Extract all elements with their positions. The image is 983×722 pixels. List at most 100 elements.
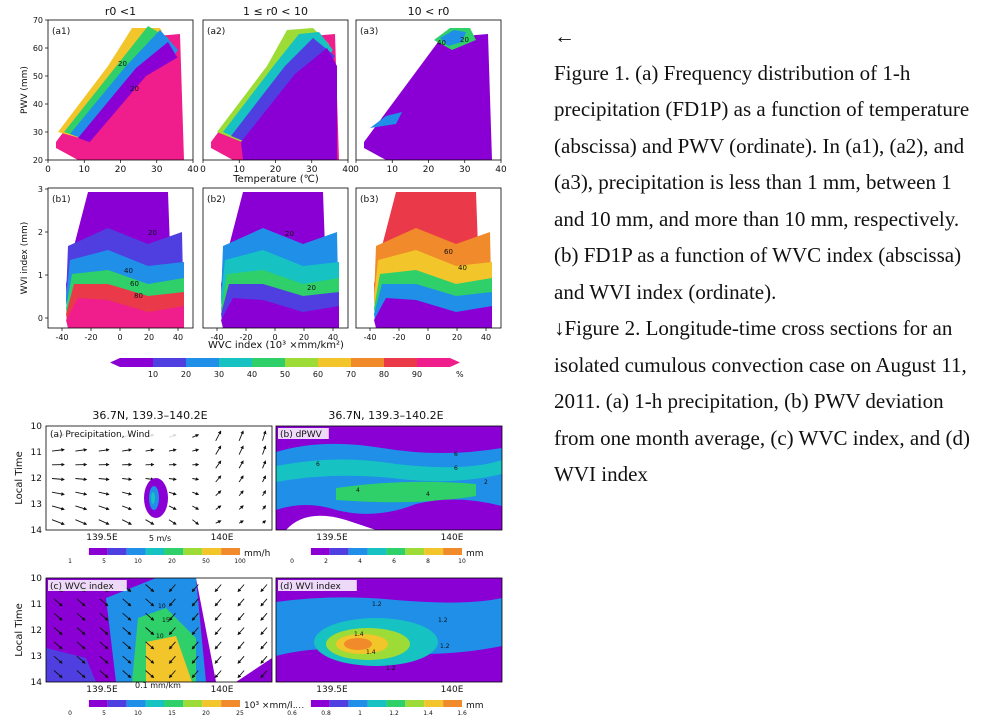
wind-vector: [122, 598, 132, 607]
wind-vector: [191, 655, 199, 664]
wind-vector: [99, 612, 109, 621]
wind-vector: [75, 505, 88, 511]
colorbar-cell: [292, 548, 311, 555]
colorbar-tick-label: 0: [68, 710, 72, 717]
colorbar-cell: [70, 700, 89, 707]
x-tick-label: 0: [353, 165, 359, 175]
colorbar-cell: [310, 548, 330, 555]
column-title: r0 <1: [105, 5, 136, 18]
panel-label: (a1): [52, 27, 70, 37]
panel-frame: [275, 577, 503, 683]
panel-precip-wind: (a) Precipitation, Wind 10 11 12 13 14 139.5E 1…: [31, 422, 273, 543]
panel-a3: (a3) 0 10 20 30 40: [353, 19, 507, 175]
contour-band: [88, 56, 182, 160]
wind-vector: [53, 641, 63, 650]
contour-band: [336, 481, 476, 503]
wind-vector: [76, 641, 86, 650]
wind-vector: [76, 612, 86, 621]
wind-vector: [260, 598, 268, 607]
y-tick-label: 11: [31, 600, 42, 610]
y-tick-label: 3: [38, 185, 43, 194]
wind-vector: [192, 448, 200, 452]
wind-vector: [51, 448, 65, 452]
wind-vector: [98, 505, 110, 511]
contour-label: 60: [444, 248, 453, 256]
colorbar-tick-label: 30: [214, 370, 224, 379]
wind-vector: [168, 612, 176, 621]
panel-frame: [275, 425, 503, 531]
contour-label: 20: [285, 230, 294, 238]
figure-1: r0 <1 1 ≤ r0 < 10 10 < r0(a1)0 10 20 30 402030…: [20, 5, 507, 379]
wind-vector: [238, 445, 244, 455]
panel-label: (c) WVC index: [50, 582, 114, 592]
colorbar-unit: %: [456, 370, 464, 379]
y-tick-label: 60: [33, 44, 43, 53]
colorbar-tick-label: 1: [68, 558, 72, 565]
contour-label: 2: [484, 479, 488, 486]
wind-vector: [192, 519, 200, 525]
contour-label: 4: [426, 491, 430, 498]
figure-2: 36.7N, 139.3–140.2E 36.7N, 139.3–140.2E(a…: [14, 409, 503, 717]
contour-band: [370, 112, 402, 128]
wind-vector: [191, 627, 199, 636]
x-axis-label: Temperature (℃): [232, 174, 319, 185]
wind-vector: [215, 430, 222, 442]
colorbar-cell: [318, 358, 351, 367]
label-bg: [48, 428, 183, 439]
panel-dpwv: 6 6 6 4 4 2 (b) dPWV 139.5E 140E: [275, 425, 503, 543]
panel-a1: (a1) 0 10 20 30 40 20 30 40 50 60 70: [33, 16, 199, 175]
wind-vector: [262, 460, 267, 469]
wind-vector: [145, 519, 155, 525]
contour-band: [46, 648, 96, 682]
x-tick-label: 139.5E: [316, 685, 348, 695]
contour-label: 6: [454, 451, 458, 458]
wind-vector: [76, 670, 86, 679]
colorbar-tick-label: 10: [148, 370, 158, 379]
contour-label: 1.2: [386, 665, 396, 672]
wind-vector: [53, 670, 63, 679]
x-tick-label: 20: [270, 165, 282, 175]
contour-label: 10: [158, 603, 166, 610]
y-axis-label: Local Time: [14, 451, 25, 505]
contour-band: [276, 459, 502, 482]
y-tick-label: 2: [38, 228, 43, 237]
wind-vector: [98, 448, 110, 452]
figure-area: r0 <1 1 ≤ r0 < 10 10 < r0(a1)0 10 20 30 402030…: [14, 5, 507, 717]
colorbar-tick-label: 1.2: [389, 710, 399, 717]
colorbar-tick-label: 25: [236, 710, 244, 717]
wind-vector: [122, 505, 133, 511]
x-tick-label: 10: [234, 165, 246, 175]
wind-vector: [145, 655, 155, 664]
colorbar-cell: [183, 700, 203, 707]
x-tick-label: 0: [272, 333, 277, 342]
colorbar-cell: [443, 548, 462, 555]
colorbar-cell: [405, 548, 425, 555]
wind-vector: [192, 505, 200, 510]
colorbar-tick-label: 0: [290, 558, 294, 565]
column-title: 10 < r0: [408, 5, 450, 18]
colorbar-cell: [386, 700, 406, 707]
wind-vector: [238, 505, 244, 510]
colorbar-tick-label: 5: [102, 558, 106, 565]
y-tick-label: 70: [33, 16, 43, 25]
y-tick-label: 0: [38, 314, 43, 323]
wind-vector: [51, 491, 65, 496]
wind-vector: [262, 505, 267, 510]
wind-vector: [51, 505, 65, 511]
colorbar-cell: [292, 700, 311, 707]
colorbar-cell: [186, 358, 219, 367]
colorbar-cell: [88, 700, 108, 707]
wind-vector: [237, 598, 245, 607]
wind-vector: [145, 670, 155, 679]
wind-vector: [122, 641, 132, 650]
colorbar: 10 20 30 40 50 60 70 80 90%: [110, 358, 464, 379]
y-axis-label: WVI index (mm): [20, 222, 30, 295]
colorbar-cell: [107, 548, 127, 555]
colorbar-cell: [70, 548, 89, 555]
colorbar-tick-label: 0.6: [287, 710, 297, 717]
y-tick-label: 40: [33, 100, 43, 109]
panel-b2: (b2) -40 -20 0 20 40: [202, 187, 349, 342]
y-tick-label: 14: [31, 678, 43, 688]
panel-label: (a) Precipitation, Wind: [50, 430, 150, 440]
panel-frame: [47, 187, 194, 329]
